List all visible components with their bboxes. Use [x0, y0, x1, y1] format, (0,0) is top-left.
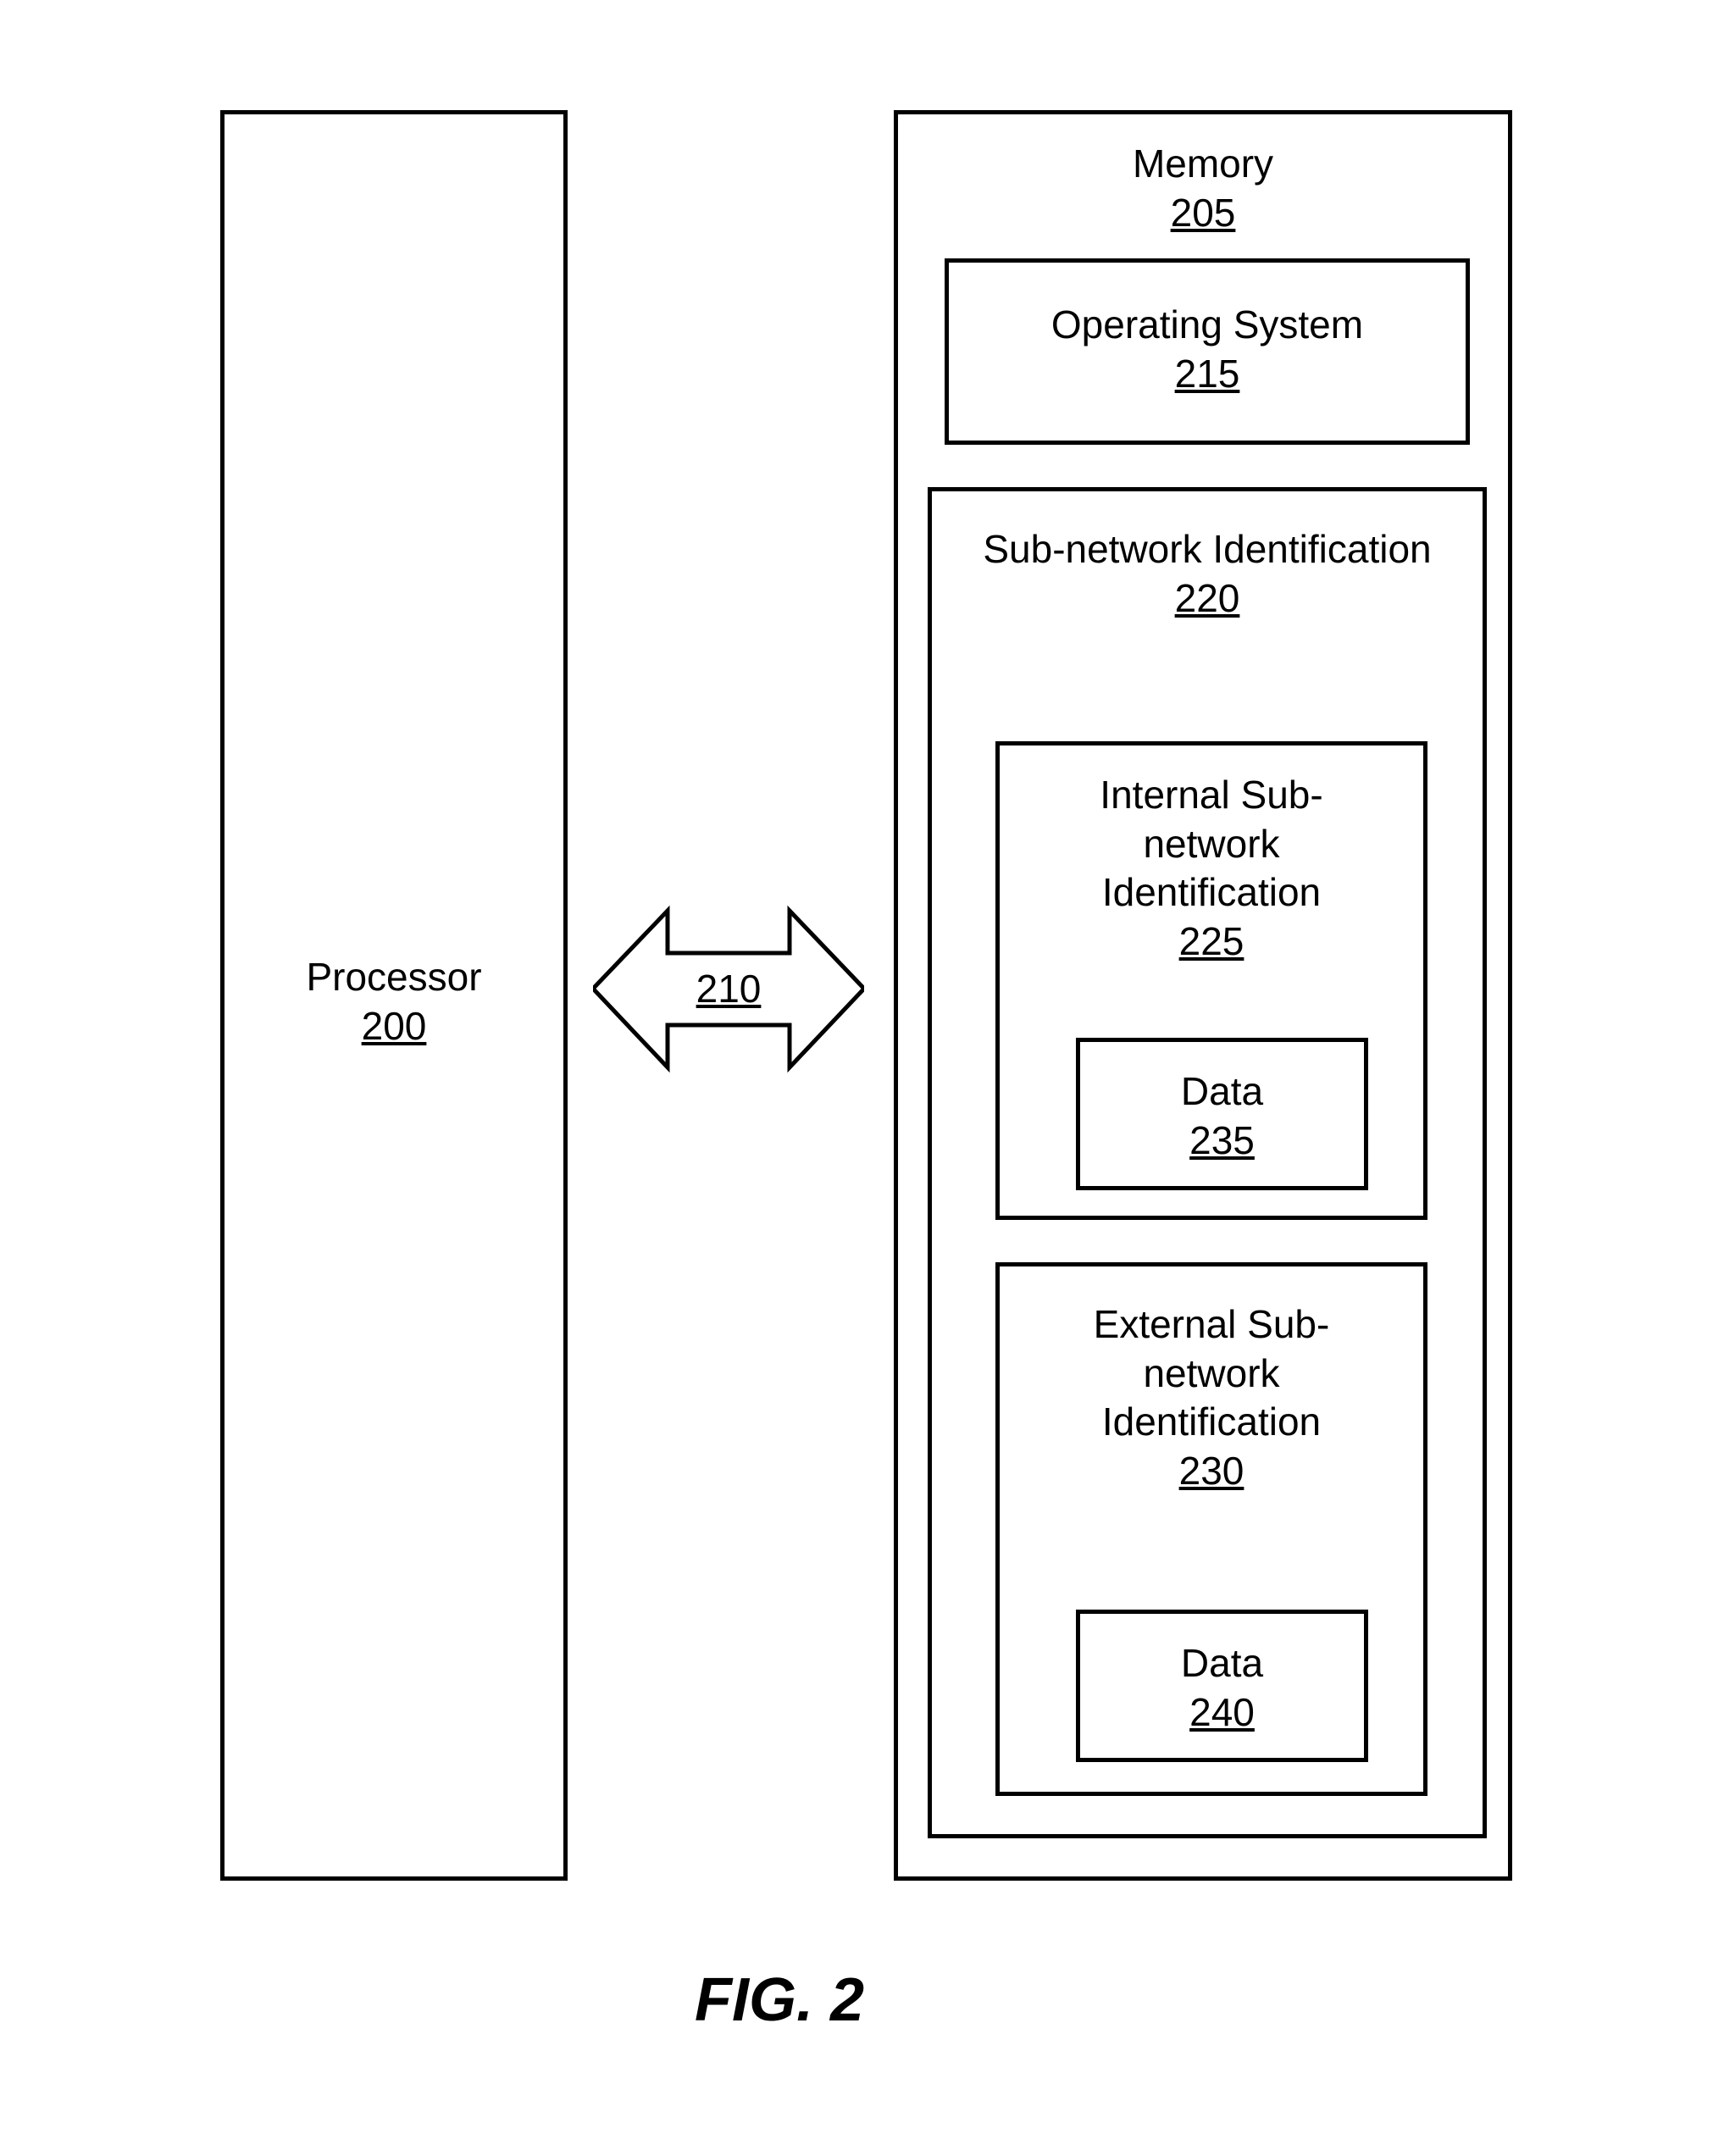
diagram-canvas: Processor 200 210 Memory 205 Operating S… [0, 0, 1724, 2156]
figure-caption: FIG. 2 [593, 1965, 966, 2035]
external-data-label-block: Data 240 [1080, 1639, 1364, 1737]
internal-data-label-block: Data 235 [1080, 1067, 1364, 1165]
internal-label: Internal Sub-network Identification [1034, 771, 1389, 917]
processor-label-block: Processor 200 [225, 953, 563, 1050]
external-label-block: External Sub-network Identification 230 [1034, 1300, 1389, 1495]
os-label-block: Operating System 215 [949, 301, 1466, 398]
internal-label-block: Internal Sub-network Identification 225 [1034, 771, 1389, 966]
internal-ref: 225 [1034, 917, 1389, 967]
external-data-box: Data 240 [1076, 1610, 1368, 1762]
bus-ref: 210 [696, 967, 762, 1011]
memory-ref: 205 [898, 189, 1508, 238]
external-data-ref: 240 [1080, 1688, 1364, 1738]
figure-caption-text: FIG. 2 [695, 1966, 864, 2034]
external-data-label: Data [1080, 1639, 1364, 1688]
external-ref: 230 [1034, 1447, 1389, 1496]
processor-box: Processor 200 [220, 110, 568, 1881]
processor-label: Processor [225, 953, 563, 1002]
internal-data-box: Data 235 [1076, 1038, 1368, 1190]
subnet-id-label: Sub-network Identification [974, 525, 1440, 574]
internal-data-ref: 235 [1080, 1117, 1364, 1166]
os-box: Operating System 215 [945, 258, 1470, 445]
memory-label-block: Memory 205 [898, 140, 1508, 237]
subnet-id-label-block: Sub-network Identification 220 [974, 525, 1440, 623]
internal-data-label: Data [1080, 1067, 1364, 1117]
os-ref: 215 [949, 350, 1466, 399]
subnet-id-ref: 220 [974, 574, 1440, 624]
processor-ref: 200 [225, 1002, 563, 1051]
external-label: External Sub-network Identification [1034, 1300, 1389, 1447]
os-label: Operating System [949, 301, 1466, 350]
bus-ref-label: 210 [593, 966, 864, 1011]
memory-label: Memory [898, 140, 1508, 189]
